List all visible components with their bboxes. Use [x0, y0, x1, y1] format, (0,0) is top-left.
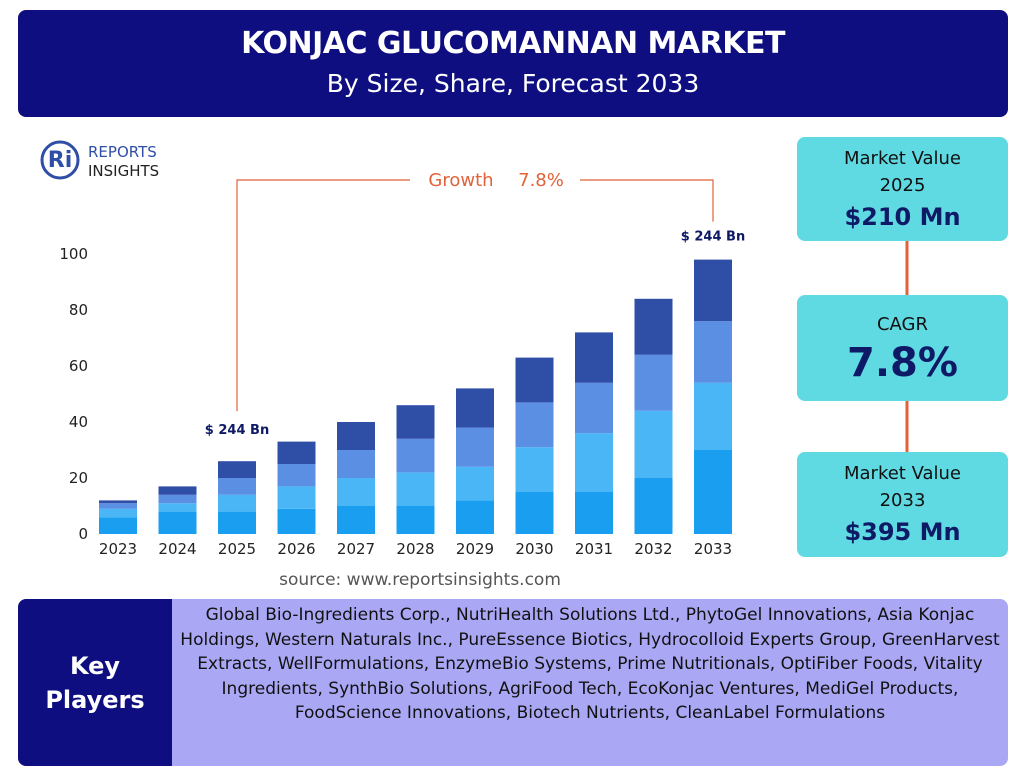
bar-segment	[99, 508, 137, 518]
bar-segment	[634, 298, 673, 355]
bar-segment	[218, 511, 256, 534]
growth-bracket	[580, 179, 714, 222]
bar-segment	[694, 450, 732, 534]
key-players-list: Global Bio-Ingredients Corp., NutriHealt…	[172, 599, 1008, 766]
bar-segment	[515, 447, 554, 492]
x-tick-label: 2028	[396, 540, 434, 558]
bar-segment	[396, 506, 435, 534]
x-tick-label: 2026	[277, 540, 315, 558]
source: source: www.reportsinsights.com	[279, 570, 561, 590]
bar-segment	[158, 486, 197, 495]
card-value: 7.8%	[847, 340, 958, 386]
growth-bracket	[236, 179, 410, 412]
bar-segment	[515, 357, 554, 403]
y-tick-label: 0	[78, 525, 88, 543]
bar-segment	[575, 433, 613, 492]
y-tick-label: 20	[69, 469, 88, 487]
bar-segment	[634, 354, 673, 411]
growth-label: Growth	[428, 170, 493, 191]
x-tick-label: 2032	[634, 540, 672, 558]
bar-segment	[218, 478, 256, 495]
bar-segment	[456, 427, 494, 467]
bar-segment	[99, 517, 137, 534]
bar-segment	[337, 478, 375, 506]
logo-text: REPORTS	[88, 143, 157, 161]
subtitle: By Size, Share, Forecast 2033	[326, 69, 700, 98]
bar-segment	[337, 506, 375, 534]
y-tick-label: 80	[69, 301, 88, 319]
bar-segment	[158, 511, 197, 534]
growth-value: 7.8%	[518, 170, 564, 191]
x-tick-label: 2033	[694, 540, 732, 558]
annotation: $ 244 Bn	[681, 230, 745, 245]
x-tick-label: 2027	[337, 540, 375, 558]
x-tick-label: 2024	[158, 540, 196, 558]
bar-segment	[99, 500, 137, 504]
bar-segment	[218, 494, 256, 512]
title: KONJAC GLUCOMANNAN MARKET	[241, 26, 785, 61]
bar-segment	[456, 466, 494, 501]
key-players-title-text: Key Players	[45, 651, 145, 714]
y-tick-label: 100	[59, 245, 88, 263]
bar-segment	[396, 405, 435, 439]
bar-segment	[218, 461, 256, 478]
bar-segment	[396, 472, 435, 506]
bar-segment	[694, 382, 732, 450]
x-tick-label: 2023	[99, 540, 137, 558]
bar-segment	[337, 422, 375, 450]
bar-segment	[456, 388, 494, 428]
bar-segment	[277, 464, 316, 487]
bar-segment	[575, 332, 613, 383]
bar-segment	[515, 492, 554, 534]
card: Market Value 2033 $395 Mn	[797, 452, 1008, 557]
x-tick-label: 2025	[218, 540, 256, 558]
bar-segment	[515, 402, 554, 448]
x-tick-label: 2031	[575, 540, 613, 558]
annotation: $ 244 Bn	[205, 423, 269, 438]
card-label: Market Value 2033	[843, 463, 962, 511]
logo-ring	[40, 140, 80, 180]
header: KONJAC GLUCOMANNAN MARKET By Size, Share…	[18, 10, 1008, 117]
bar-segment	[277, 508, 316, 534]
bar-segment	[694, 321, 732, 383]
card: CAGR 7.8%	[797, 295, 1008, 401]
y-tick-label: 60	[69, 357, 88, 375]
bar-segment	[337, 450, 375, 478]
logo-text: INSIGHTS	[88, 162, 159, 180]
chart: Ri REPORTS INSIGHTS 0 20 40 60 80 100 2023 2024…	[40, 140, 745, 590]
card-label: CAGR	[876, 314, 929, 335]
bar-segment	[456, 500, 494, 534]
bar-segment	[575, 382, 613, 434]
card: Market Value 2025 $210 Mn	[797, 137, 1008, 241]
bar-segment	[575, 492, 613, 534]
bar-segment	[277, 441, 316, 464]
bar-segment	[694, 259, 732, 322]
bar-segment	[634, 478, 673, 534]
bar-segment	[158, 503, 197, 512]
y-tick-label: 40	[69, 413, 88, 431]
x-tick-label: 2030	[515, 540, 553, 558]
bar-segment	[158, 494, 197, 504]
key-players-title: Key Players	[18, 599, 172, 766]
logo-mark: Ri	[48, 148, 72, 173]
x-tick-label: 2029	[456, 540, 494, 558]
bar-segment	[396, 438, 435, 473]
bar-segment	[99, 503, 137, 509]
bar-segment	[277, 486, 316, 509]
card-value: $395 Mn	[844, 518, 961, 546]
card-label: Market Value 2025	[843, 148, 962, 196]
bar-segment	[634, 410, 673, 478]
card-value: $210 Mn	[844, 203, 961, 231]
